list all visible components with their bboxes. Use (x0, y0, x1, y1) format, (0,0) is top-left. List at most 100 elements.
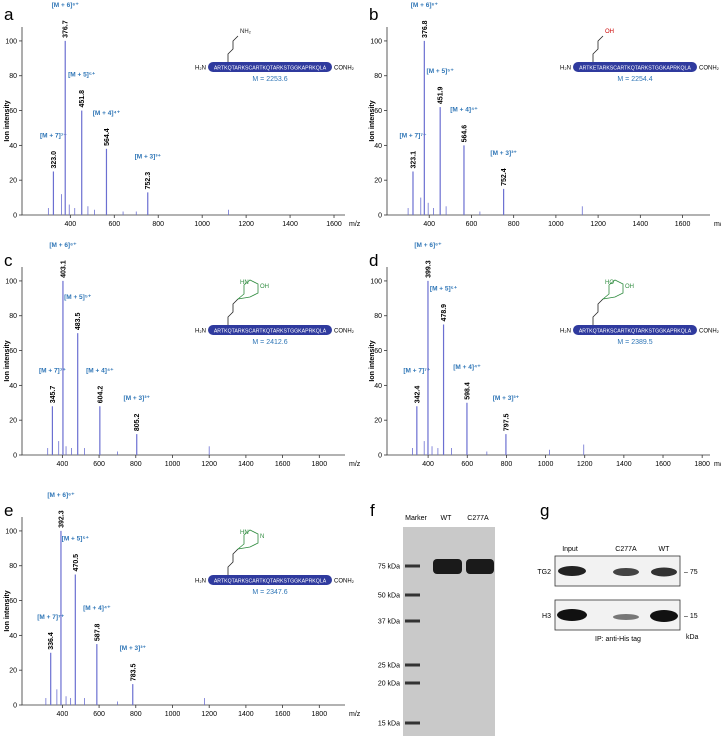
y-tick-label: 40 (9, 383, 17, 390)
x-tick-label: 600 (93, 711, 105, 718)
x-tick-label: 400 (423, 221, 435, 228)
n-terminus: H₂N (195, 579, 206, 585)
y-tick-label: 0 (378, 213, 382, 220)
y-tick-label: 40 (9, 143, 17, 150)
x-tick-label: 1600 (675, 221, 691, 228)
peak-label: 752.3 (145, 172, 152, 190)
ion-label: [M + 6]⁶⁺ (414, 242, 442, 249)
x-tick-label: 1400 (238, 711, 254, 718)
y-tick-label: 100 (370, 38, 382, 45)
ion-label: [M + 3]³⁺ (120, 645, 147, 652)
lane-label: Marker (405, 515, 427, 522)
axis (386, 267, 710, 456)
lane-label: C277A (467, 515, 489, 522)
panel-label: d (369, 251, 378, 270)
x-tick-label: 400 (57, 461, 69, 468)
x-tick-label: 1000 (165, 711, 181, 718)
y-tick-label: 80 (374, 73, 382, 80)
peptide-bar (208, 62, 332, 72)
structure-label: OH (260, 284, 269, 290)
axis (386, 27, 710, 216)
x-tick-label: 1400 (616, 461, 632, 468)
modification (236, 529, 259, 550)
marker-label: 20 kDa (378, 681, 400, 688)
y-tick-label: 0 (13, 213, 17, 220)
c-terminus: CONH₂ (334, 329, 355, 335)
mass-label: M = 2412.6 (252, 339, 287, 346)
structure-label: NH₂ (240, 29, 252, 35)
peak-label: 403.1 (60, 260, 67, 278)
lane-label: WT (659, 546, 671, 553)
marker-band (405, 681, 420, 685)
band (613, 614, 639, 620)
mass-label: M = 2389.5 (617, 339, 652, 346)
n-terminus: H₂N (560, 329, 571, 335)
c-terminus: CONH₂ (334, 66, 355, 72)
y-axis-label: Ion intensity (369, 100, 376, 141)
row-label: H3 (542, 613, 551, 620)
peak-label: 345.7 (50, 386, 57, 404)
band (557, 609, 587, 621)
structure-label: OH (625, 284, 634, 290)
peak-label: 451.9 (438, 86, 445, 104)
y-axis-label: Ion intensity (4, 340, 11, 381)
side-chain (592, 35, 604, 62)
size-label: – 15 (684, 613, 698, 620)
y-axis-label: Ion intensity (4, 100, 11, 141)
mass-label: M = 2253.6 (252, 76, 287, 83)
ion-label: [M + 5]⁵⁺ (427, 68, 455, 75)
x-tick-label: 1800 (312, 461, 328, 468)
y-tick-label: 20 (374, 178, 382, 185)
y-tick-label: 80 (9, 73, 17, 80)
modification (236, 279, 259, 300)
peptide-bar (208, 325, 332, 335)
marker-band (405, 721, 420, 725)
ion-label: [M + 7]⁷⁺ (40, 132, 67, 139)
ion-label: [M + 7]⁷⁺ (37, 614, 64, 621)
x-tick-label: 800 (130, 711, 142, 718)
peak-label: 376.8 (422, 20, 429, 38)
lane-label: C277A (615, 546, 637, 553)
lane-label: Input (562, 546, 578, 553)
band (466, 559, 494, 574)
x-tick-label: 800 (508, 221, 520, 228)
y-tick-label: 100 (5, 278, 17, 285)
marker-band (405, 619, 420, 623)
structure-label: OH (605, 29, 614, 35)
x-axis-label: m/z (349, 221, 361, 228)
marker-band (405, 564, 420, 568)
peak-label: 336.4 (48, 632, 55, 650)
peak-label: 323.0 (51, 151, 58, 169)
x-tick-label: 1600 (655, 461, 671, 468)
structure-label: HN (240, 280, 249, 286)
y-tick-label: 100 (5, 38, 17, 45)
x-tick-label: 1200 (201, 711, 217, 718)
y-tick-label: 60 (374, 108, 382, 115)
ion-label: [M + 5]⁵⁺ (62, 535, 90, 542)
ion-label: [M + 3]³⁺ (135, 153, 162, 160)
peptide-sequence: ARTKQTARKSCARTKQTARKSTGGKAPRKQLA (214, 578, 327, 584)
x-tick-label: 1000 (194, 221, 210, 228)
ion-label: [M + 5]⁵⁺ (64, 294, 92, 301)
ion-label: [M + 6]⁶⁺ (49, 242, 77, 249)
ion-label: [M + 5]⁵⁺ (430, 285, 458, 292)
y-tick-label: 20 (9, 178, 17, 185)
peak-label: 752.4 (501, 168, 508, 186)
ion-label: [M + 7]⁷⁺ (403, 367, 430, 374)
x-tick-label: 1200 (238, 221, 254, 228)
peak-label: 483.5 (75, 313, 82, 331)
panel-label: b (369, 5, 378, 24)
c-terminus: CONH₂ (699, 66, 720, 72)
ion-label: [M + 5]⁵⁺ (68, 72, 96, 79)
y-tick-label: 40 (9, 633, 17, 640)
x-tick-label: 600 (108, 221, 120, 228)
peak-label: 564.6 (461, 125, 468, 143)
peptide-bar (573, 62, 697, 72)
y-tick-label: 60 (9, 108, 17, 115)
x-tick-label: 1000 (548, 221, 564, 228)
gel (403, 527, 495, 736)
x-tick-label: 400 (422, 461, 434, 468)
peak-label: 399.3 (425, 260, 432, 278)
